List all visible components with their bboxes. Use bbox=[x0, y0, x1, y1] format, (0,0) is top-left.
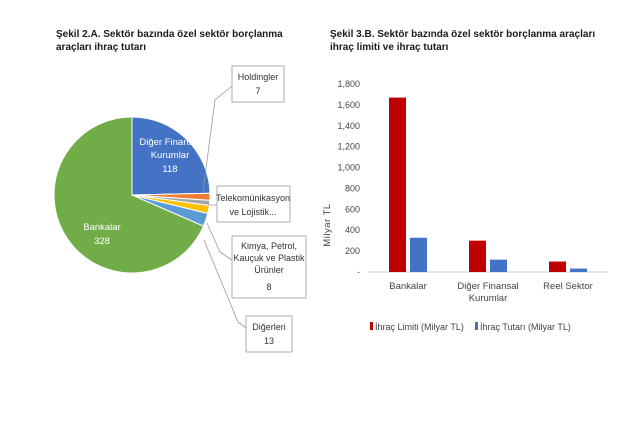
bar-y-tick-label: 1,400 bbox=[337, 121, 360, 131]
callout-telekom-line1: Telekomünikasyon bbox=[216, 193, 290, 203]
legend-swatch-limit bbox=[370, 322, 373, 330]
bar-y-tick-label: - bbox=[357, 267, 360, 277]
callout-kimya-line3: Ürünler bbox=[254, 265, 284, 275]
pie-slice-digerleri bbox=[131, 194, 209, 227]
bar-y-tick-label: 1,200 bbox=[337, 142, 360, 152]
bar-y-tick-label: 600 bbox=[345, 204, 360, 214]
bar-limit-0 bbox=[389, 97, 406, 272]
callout-telekom-line2: ve Lojistik... bbox=[229, 207, 276, 217]
callout-holdingler bbox=[231, 65, 285, 103]
callout-holdingler-name: Holdingler bbox=[238, 72, 279, 82]
pie-slice-bankalar bbox=[53, 116, 205, 274]
leader-digerleri bbox=[203, 239, 247, 329]
bar-limit-2 bbox=[549, 261, 566, 272]
bar-y-axis-label: Milyar TL bbox=[322, 203, 333, 246]
bar-bars bbox=[389, 97, 587, 272]
callout-digerleri-name: Diğerleri bbox=[252, 322, 286, 332]
legend-label-limit: İhraç Limiti (Milyar TL) bbox=[375, 322, 464, 332]
pie-slices bbox=[53, 116, 211, 274]
pie-label-dfk-line2: Kurumlar bbox=[151, 150, 190, 161]
bar-y-tick-label: 200 bbox=[345, 246, 360, 256]
bar-y-tick-label: 1,600 bbox=[337, 100, 360, 110]
bar-amount-2 bbox=[570, 268, 587, 272]
pie-value-dfk: 118 bbox=[162, 164, 177, 175]
callout-digerleri-value: 13 bbox=[264, 336, 274, 346]
callout-kimya-value: 8 bbox=[266, 282, 271, 292]
callout-digerleri bbox=[245, 315, 293, 353]
bar-category-label: Kurumlar bbox=[469, 293, 508, 304]
bar-y-tick-label: 1,000 bbox=[337, 163, 360, 173]
bar-y-tick-label: 1,800 bbox=[337, 79, 360, 89]
bar-category-label: Reel Sektor bbox=[543, 281, 593, 292]
leader-kimya bbox=[206, 222, 233, 261]
leader-holdingler bbox=[202, 85, 233, 192]
bar-y-ticks: - 200 400 600 800 1,000 1,200 1,400 1,600 1,800 bbox=[337, 79, 360, 277]
callout-kimya bbox=[231, 235, 307, 299]
bar-amount-1 bbox=[490, 259, 507, 272]
bar-category-label: Bankalar bbox=[389, 281, 427, 292]
bar-y-tick-label: 800 bbox=[345, 183, 360, 193]
bar-category-label: Diğer Finansal bbox=[457, 281, 518, 292]
pie-label-dfk-line1: Diğer Finansal bbox=[139, 137, 200, 148]
callout-kimya-line1: Kimya, Petrol, bbox=[241, 241, 297, 251]
bar-chart-title: Şekil 3.B. Sektör bazında özel sektör bo… bbox=[330, 29, 596, 53]
pie-chart-title: Şekil 2.A. Sektör bazında özel sektör bo… bbox=[56, 29, 283, 53]
bar-amount-0 bbox=[410, 237, 427, 272]
bar-legend: İhraç Limiti (Milyar TL) İhraç Tutarı (Mi… bbox=[370, 322, 571, 332]
legend-label-amount: İhraç Tutarı (Milyar TL) bbox=[480, 322, 571, 332]
callout-holdingler-value: 7 bbox=[255, 86, 260, 96]
pie-value-bankalar: 328 bbox=[94, 236, 110, 247]
bar-y-tick-label: 400 bbox=[345, 225, 360, 235]
callout-kimya-line2: Kauçuk ve Plastik bbox=[233, 253, 305, 263]
legend-swatch-amount bbox=[475, 322, 478, 330]
pie-label-bankalar: Bankalar bbox=[83, 222, 121, 233]
callout-telekom bbox=[216, 185, 291, 223]
pie-slice-diger-finansal-kurumlar bbox=[131, 116, 211, 196]
bar-limit-1 bbox=[469, 240, 486, 272]
